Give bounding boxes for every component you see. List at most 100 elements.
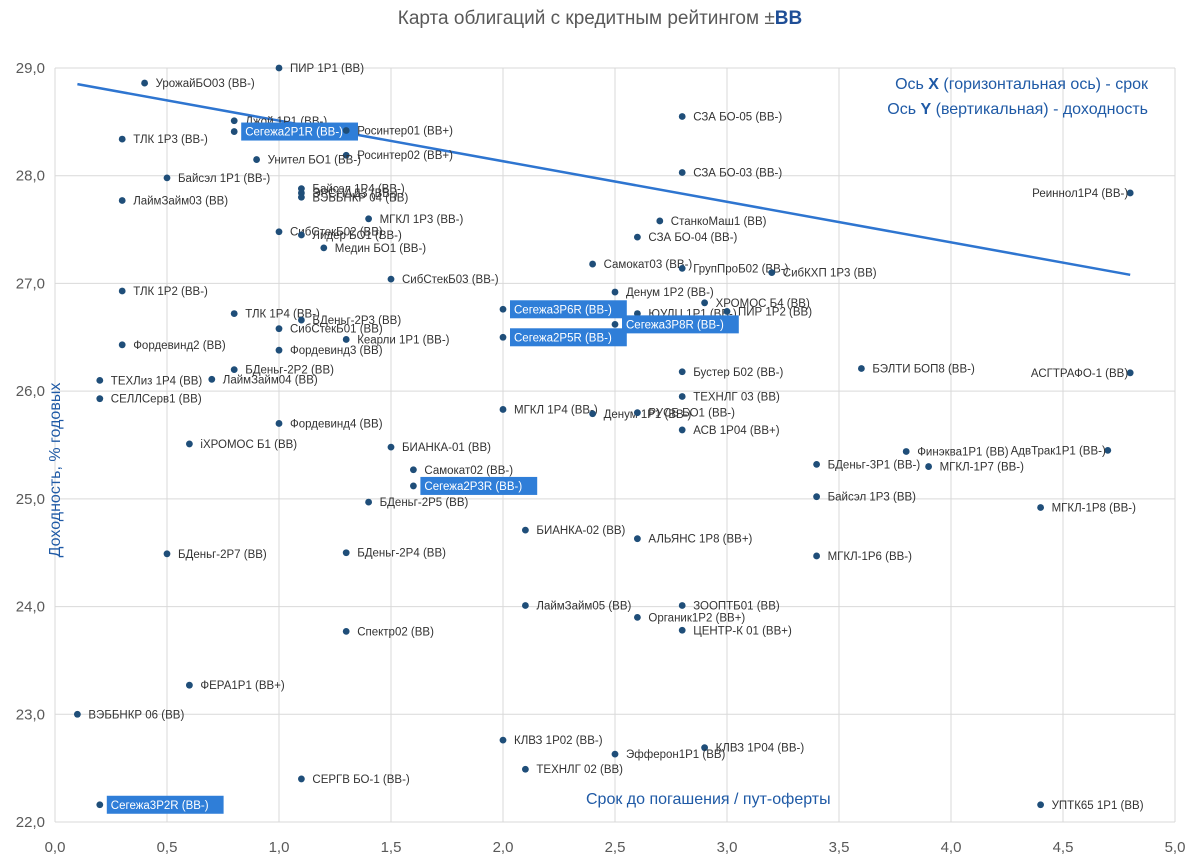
- point-label: РУСБ БО1 (BB-): [648, 408, 735, 420]
- x-tick-label: 2,5: [605, 839, 626, 856]
- x-tick-label: 3,0: [717, 839, 738, 856]
- data-point: [141, 79, 149, 87]
- point-label: ВЭББНКР 04 (BB): [312, 192, 408, 204]
- y-tick-label: 25,0: [16, 491, 45, 508]
- point-label: Бустер Б02 (BB-): [693, 367, 783, 379]
- data-point: [230, 117, 238, 125]
- point-label: АЛЬЯНС 1Р8 (BB+): [648, 534, 752, 546]
- point-label: Байсэл 1Р4 (BB-): [312, 184, 404, 196]
- point-label: АСГТРАФО-1 (BB): [1031, 368, 1128, 380]
- highlight-label-box: [622, 315, 739, 334]
- point-label: ПИР 1Р1 (BB): [290, 63, 364, 75]
- point-label: БЭЛТИ БОП8 (BB-): [872, 364, 975, 376]
- point-label: СибСтекБ03 (BB-): [402, 274, 499, 286]
- point-label: ПИР 1Р2 (BB): [738, 306, 812, 318]
- point-label: Эфферон1Р1 (BB): [626, 749, 726, 761]
- data-point: [118, 197, 126, 204]
- point-label: ТЛК 1Р4 (BB-): [245, 309, 320, 321]
- y-tick-label: 22,0: [16, 814, 45, 831]
- data-point: [208, 375, 216, 383]
- point-label: Байсэл 1Р3 (BB): [828, 492, 917, 504]
- y-tick-label: 24,0: [16, 599, 45, 616]
- data-point: [634, 310, 641, 317]
- highlight-label: Сегежа2Р3R (BB-): [424, 481, 522, 493]
- point-label: Спектр02 (BB): [357, 626, 434, 638]
- x-axis-label: Срок до погашения / пут-оферты: [586, 791, 831, 808]
- x-tick-label: 0,5: [157, 839, 178, 856]
- point-label: Фордевинд4 (BB): [290, 418, 383, 430]
- data-point: [342, 549, 350, 557]
- point-label: iХРОМОС Б1 (BB): [200, 439, 297, 451]
- point-label: ФЕРА1Р1 (BB+): [200, 680, 285, 692]
- point-label: АдвТрак1Р1 (BB-): [1011, 445, 1106, 457]
- chart-title-main: Карта облигаций с кредитным рейтингом ±: [397, 8, 775, 29]
- point-label: Фордевинд3 (BB): [290, 345, 383, 357]
- point-label: СтанкоМаш1 (BB): [671, 216, 767, 228]
- point-label: Самокат03 (BB-): [604, 259, 693, 271]
- point-label: МГКЛ-1Р8 (BB-): [1052, 502, 1137, 514]
- point-label: Денум 1Р1 (BB-): [604, 409, 692, 421]
- point-label: СибСтекБ01 (BB): [290, 324, 383, 336]
- data-point: [634, 409, 641, 417]
- point-label: СЕРГВ БО-1 (BB-): [312, 774, 410, 786]
- data-point: [813, 552, 820, 560]
- data-point: [701, 299, 708, 307]
- trendline-group: [77, 82, 1131, 277]
- highlight-label: Сегежа3Р8R (BB-): [626, 319, 724, 331]
- data-point: [96, 395, 104, 403]
- point-label: Финэква1Р1 (BB): [917, 446, 1009, 458]
- point-label: Органик1Р2 (BB+): [648, 612, 745, 624]
- note-y-letter: Y: [920, 101, 932, 118]
- point-label: УПТК65 1Р1 (BB): [1052, 800, 1144, 812]
- x-tick-label: 0,0: [45, 839, 66, 856]
- data-point: [1037, 504, 1044, 511]
- data-point: [387, 443, 395, 451]
- point-label: ЭРСПАДЗ (BB-): [312, 188, 397, 200]
- data-point: [858, 365, 865, 372]
- y-tick-label: 27,0: [16, 275, 45, 292]
- point-label: СЕЛЛСерв1 (BB): [111, 394, 202, 406]
- data-point: [701, 744, 708, 752]
- point-label: КЛВЗ 1Р02 (BB-): [514, 735, 603, 747]
- highlight-label: Сегежа3Р6R (BB-): [514, 304, 612, 316]
- point-label: МГКЛ 1Р3 (BB-): [380, 214, 464, 226]
- highlight-label-box: [106, 795, 224, 814]
- point-label: ВЭББНКР 06 (BB): [88, 709, 184, 721]
- x-tick-label: 5,0: [1165, 839, 1186, 856]
- note-y-prefix: Ось: [887, 101, 921, 118]
- point-label: БДеньг-2Р4 (BB): [357, 548, 446, 560]
- x-tick-label: 4,0: [941, 839, 962, 856]
- point-label: Унител БО1 (BB-): [268, 155, 362, 167]
- data-point: [96, 801, 104, 809]
- note-x-suffix: (горизонтальная ось) - срок: [938, 76, 1148, 93]
- point-label: БДеньг-3Р1 (BB-): [828, 459, 921, 471]
- highlight-label-box: [241, 122, 358, 141]
- data-point: [298, 775, 305, 783]
- point-label: Фордевинд2 (BB): [133, 340, 226, 352]
- data-point: [387, 275, 395, 283]
- point-label: Медин БО1 (BB-): [335, 243, 426, 255]
- point-label: БДеньг-2Р3 (BB): [312, 315, 401, 327]
- x-tick-label: 1,0: [269, 839, 290, 856]
- data-point: [813, 493, 820, 501]
- point-label: БДеньг-2Р2 (BB): [245, 365, 334, 377]
- data-point: [813, 460, 820, 468]
- data-point: [656, 217, 664, 225]
- point-label: ГрупПроБ02 (BB-): [693, 263, 788, 275]
- data-point: [230, 310, 238, 317]
- data-point: [163, 550, 171, 558]
- data-point: [611, 288, 619, 296]
- point-label: Лидер БО1 (BB-): [312, 230, 402, 242]
- data-point: [611, 320, 619, 328]
- point-label: ЗООПТБ01 (BB): [693, 600, 780, 612]
- data-point: [298, 316, 305, 324]
- data-point: [275, 228, 283, 236]
- data-point: [1126, 189, 1134, 197]
- point-label: МГКЛ-1Р6 (BB-): [828, 551, 913, 563]
- x-tick-label: 2,0: [493, 839, 514, 856]
- data-point: [1126, 369, 1134, 377]
- data-point: [678, 626, 686, 634]
- point-label: МГКЛ 1Р4 (BB-): [514, 404, 598, 416]
- data-point: [589, 260, 596, 268]
- data-point: [275, 420, 283, 427]
